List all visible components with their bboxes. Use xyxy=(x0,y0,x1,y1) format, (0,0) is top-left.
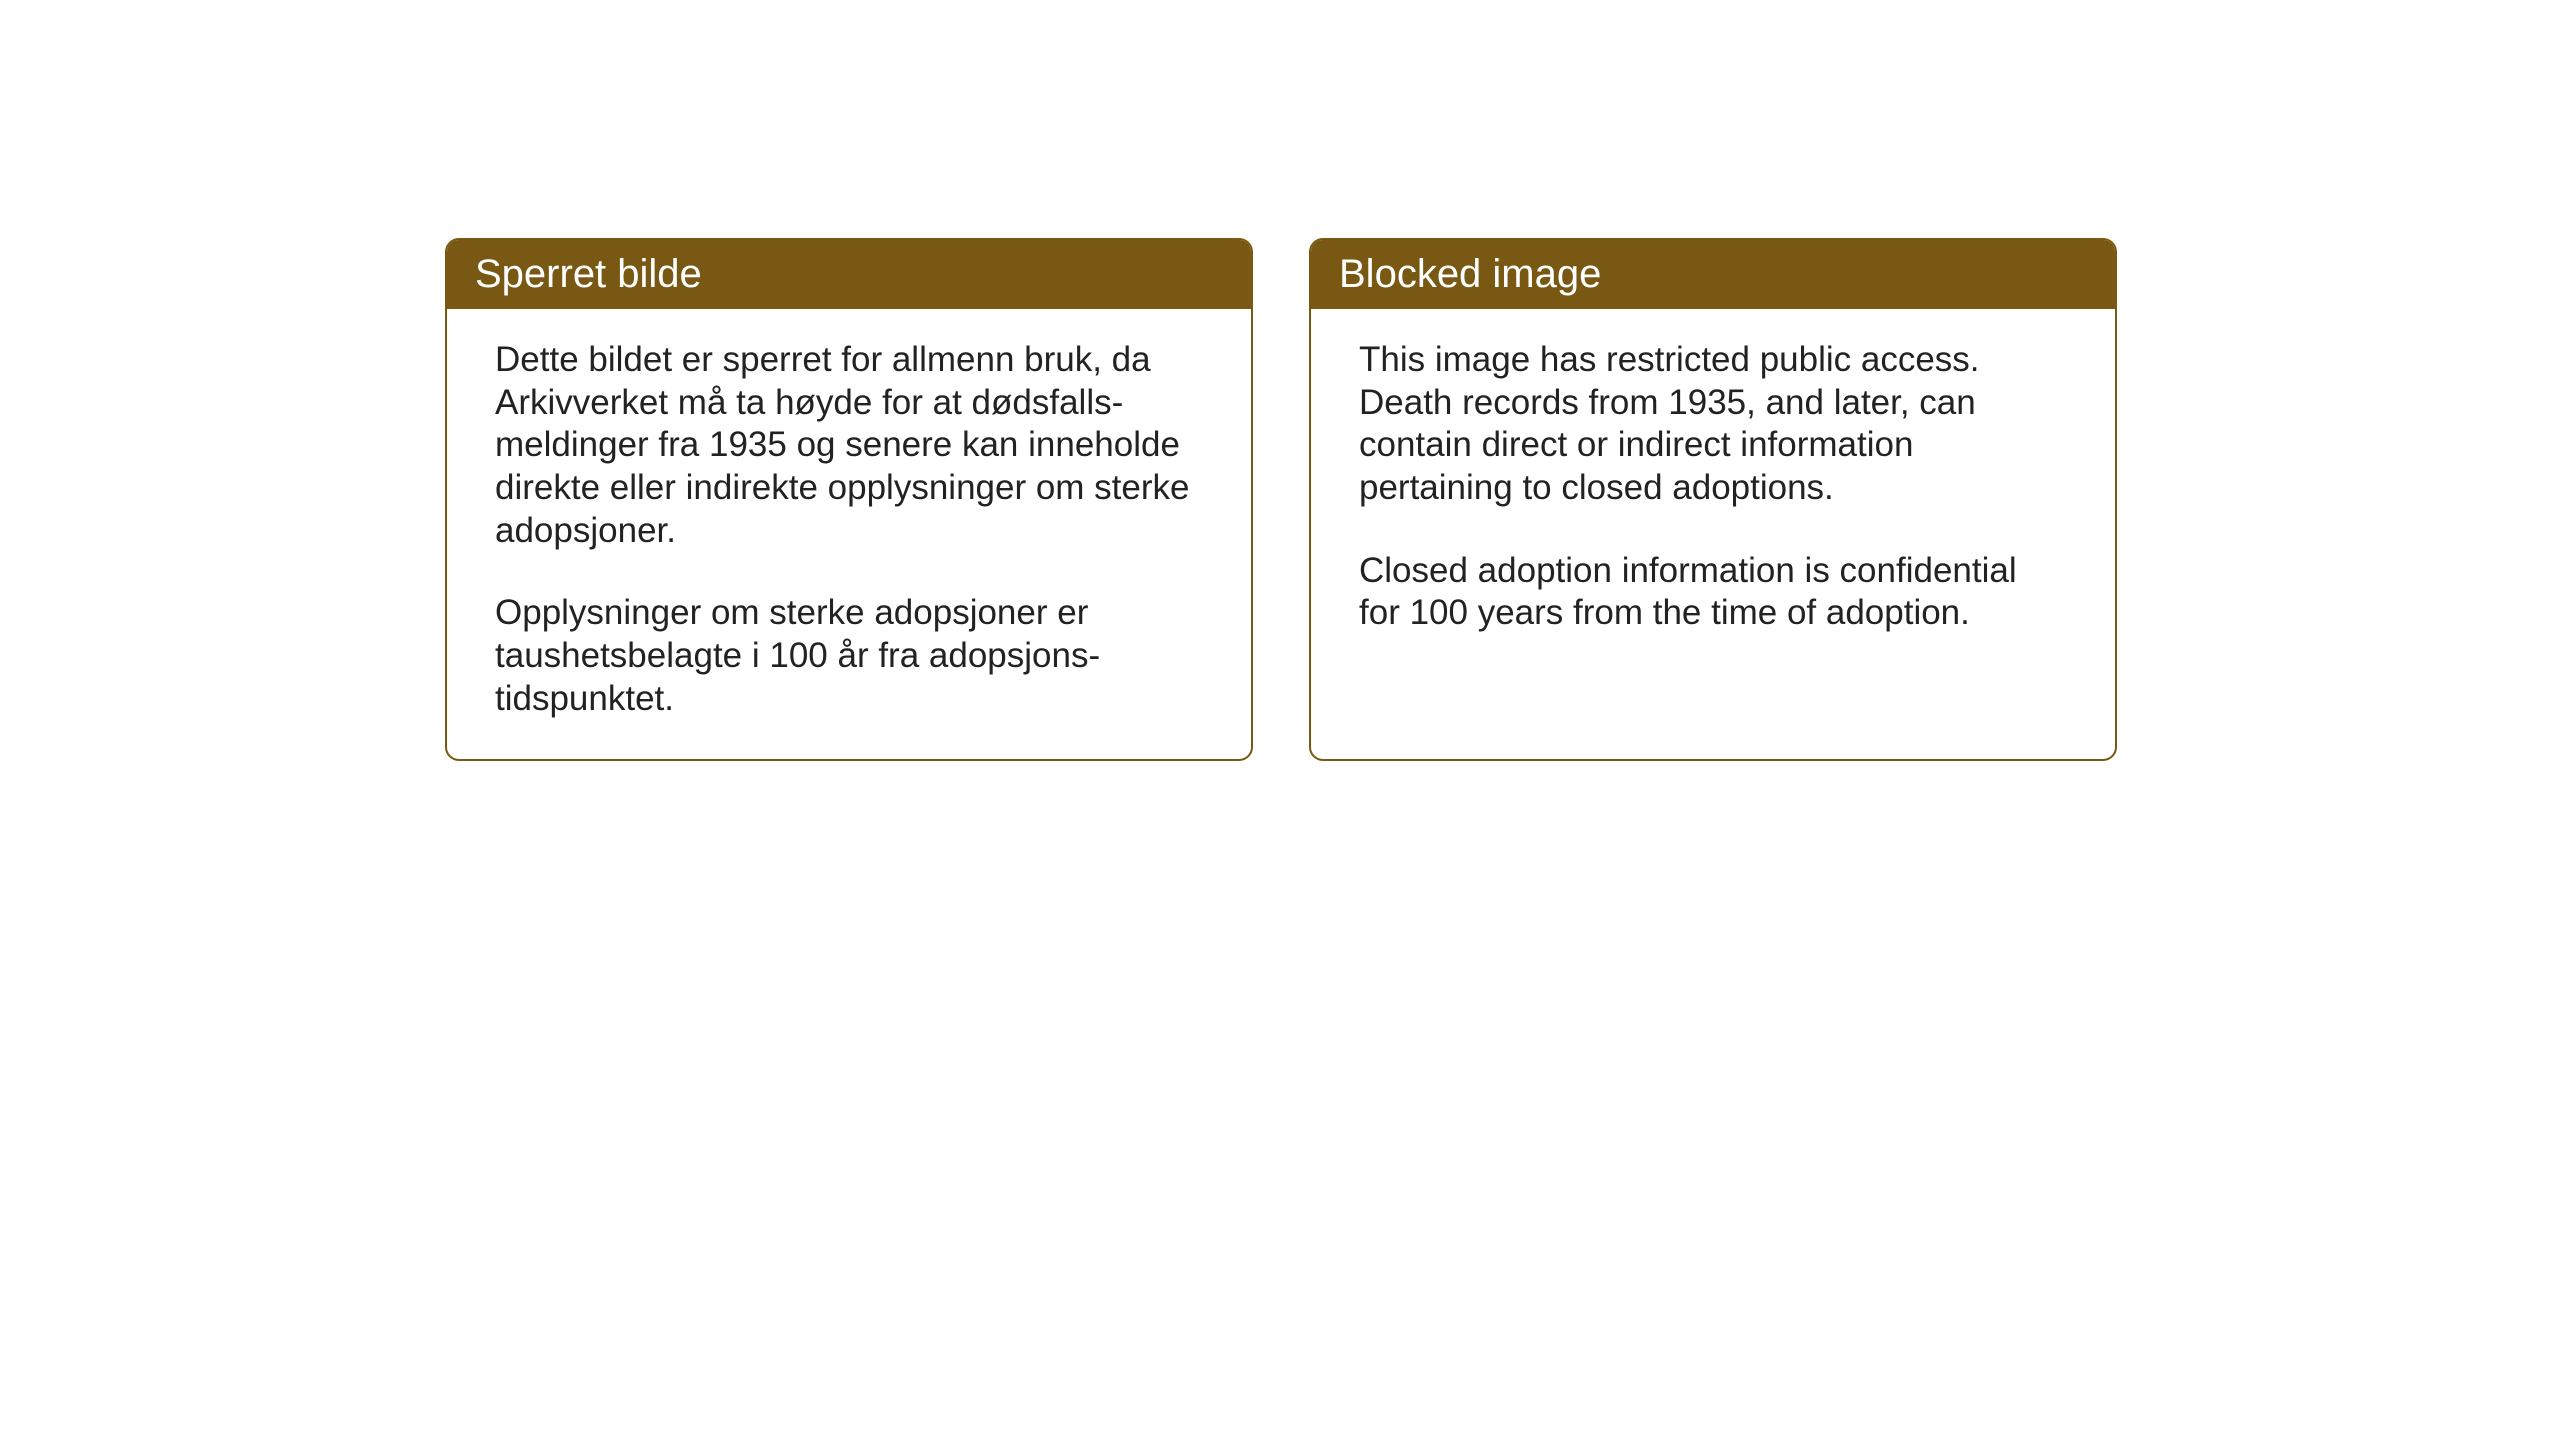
norwegian-card-title: Sperret bilde xyxy=(447,240,1251,309)
norwegian-card-body: Dette bildet er sperret for allmenn bruk… xyxy=(447,309,1251,759)
english-card-title: Blocked image xyxy=(1311,240,2115,309)
english-card-body: This image has restricted public access.… xyxy=(1311,309,2115,754)
norwegian-paragraph-2: Opplysninger om sterke adopsjoner er tau… xyxy=(495,592,1203,720)
english-notice-card: Blocked image This image has restricted … xyxy=(1309,238,2117,761)
norwegian-notice-card: Sperret bilde Dette bildet er sperret fo… xyxy=(445,238,1253,761)
cards-container: Sperret bilde Dette bildet er sperret fo… xyxy=(445,238,2117,761)
norwegian-paragraph-1: Dette bildet er sperret for allmenn bruk… xyxy=(495,339,1203,552)
english-paragraph-1: This image has restricted public access.… xyxy=(1359,339,2067,510)
english-paragraph-2: Closed adoption information is confident… xyxy=(1359,550,2067,635)
